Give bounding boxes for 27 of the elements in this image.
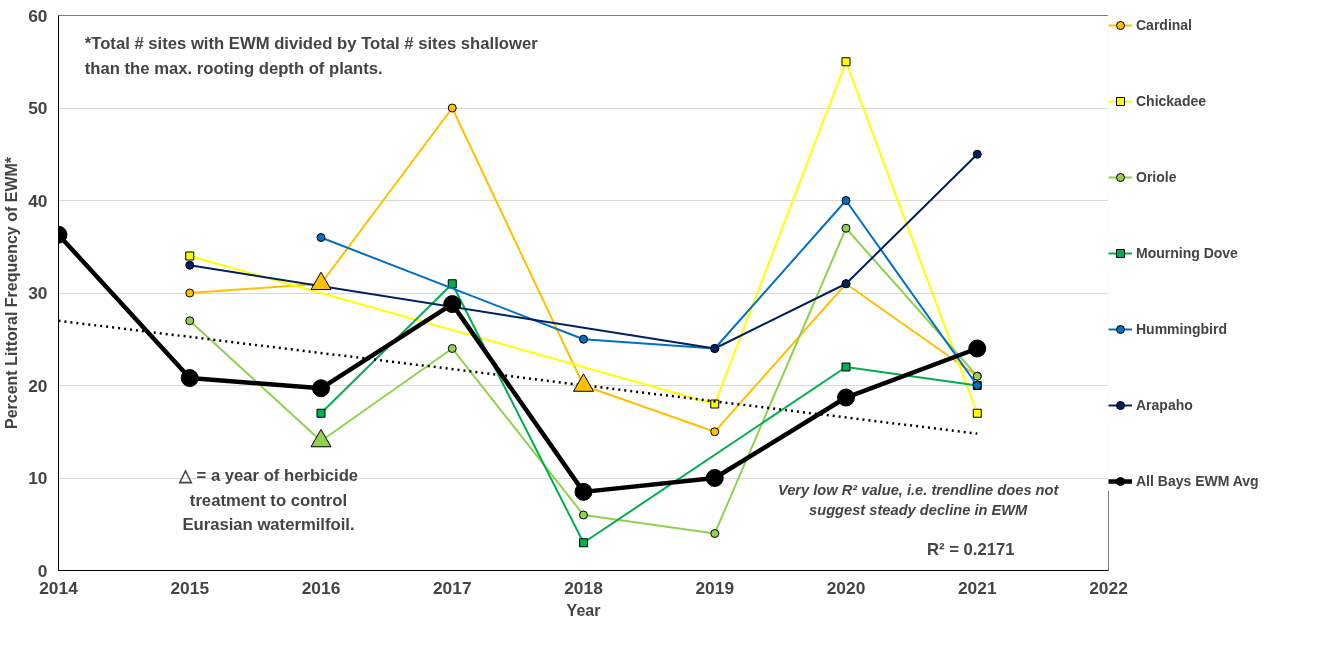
legend-label: Arapaho [1136,397,1193,413]
legend-label: Chickadee [1136,93,1207,109]
y-tick-label: 20 [28,375,48,396]
y-tick-label: 10 [28,468,48,488]
y-tick-label: 30 [28,283,48,303]
y-tick-label: 60 [28,5,48,26]
legend-label: Cardinal [1136,17,1193,33]
annotation: △ = a year of herbicide treatment to control Eurasian watermilfoil. [177,465,359,535]
y-axis-title: Percent Littoral Frequency of EWM* [3,156,21,430]
legend-label: Mourning Dove [1136,245,1238,261]
y-tick-label: 50 [28,98,48,118]
x-tick-label: 2022 [1089,577,1128,598]
x-tick-label: 2020 [826,577,866,598]
x-tick-label: 2017 [432,577,472,598]
legend-label: All Bays EWM Avg [1136,473,1259,489]
legend-label: Hummingbird [1136,321,1227,337]
x-tick-label: 2016 [301,577,341,598]
y-tick-label: 40 [28,190,48,211]
x-tick-label: 2015 [170,577,210,598]
annotation: R² = 0.2171 [926,539,1015,559]
x-tick-label: 2019 [695,577,735,598]
legend-label: Oriole [1136,169,1177,185]
annotation: *Total # sites with EWM divided by Total # sites shallower than the max. rooting depth of plants. [84,34,539,78]
annotation: Very low R² value, i.e. trendline does not suggest steady decline in EWM [777,481,1060,519]
x-tick-label: 2018 [564,577,604,598]
x-tick-label: 2021 [957,577,997,598]
x-axis-title: Year [566,601,601,619]
